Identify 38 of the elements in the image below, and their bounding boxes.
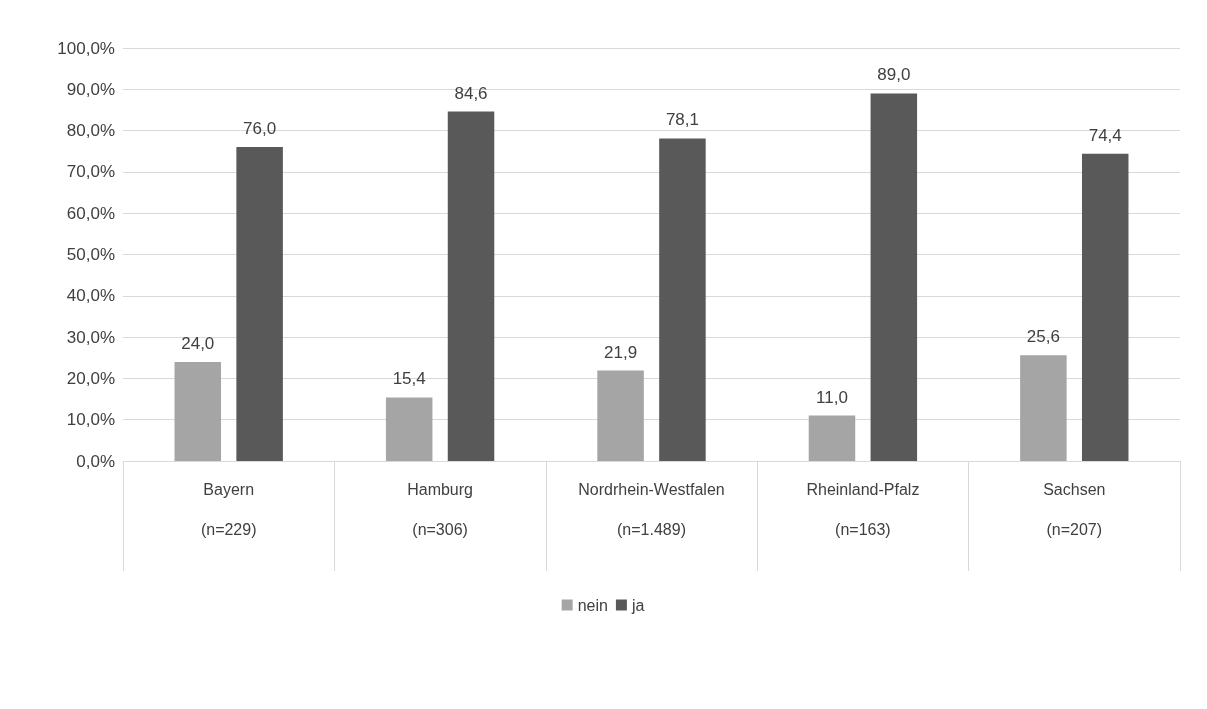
bar: [236, 147, 283, 461]
data-label: 24,0: [181, 333, 215, 353]
category-label: Rheinland-Pfalz (n=163): [806, 480, 920, 538]
data-label: 84,6: [454, 83, 488, 103]
data-label: 76,0: [243, 119, 277, 139]
bar: [870, 93, 918, 461]
data-label: 78,1: [665, 110, 699, 130]
y-tick-label: 0,0%: [76, 451, 115, 471]
data-label: 11,0: [816, 387, 848, 407]
bar: [597, 370, 644, 461]
y-tick-label: 50,0%: [66, 245, 115, 264]
data-label: 74,4: [1088, 125, 1122, 145]
bar: [385, 397, 433, 461]
y-tick-label: 90,0%: [66, 79, 115, 99]
category-label: Sachsen (n=207): [1043, 480, 1106, 538]
data-label: 89,0: [877, 65, 911, 85]
category-label: Bayern (n=229): [200, 480, 257, 538]
y-tick-label: 60,0%: [66, 203, 115, 223]
bar: [1020, 355, 1067, 461]
y-tick-label: 40,0%: [66, 286, 115, 306]
legend-label: ja: [630, 596, 645, 614]
category-label: Hamburg (n=306): [407, 480, 474, 538]
bar: [808, 415, 856, 461]
y-tick-label: 100,0%: [57, 38, 115, 58]
data-label: 15,4: [392, 369, 426, 389]
y-tick-label: 30,0%: [66, 327, 115, 347]
bar: [174, 361, 222, 461]
data-label: 21,9: [604, 342, 638, 362]
bar: [659, 138, 706, 461]
y-tick-label: 70,0%: [66, 162, 115, 182]
data-label: 25,6: [1026, 327, 1060, 347]
bar: [1081, 153, 1129, 461]
y-tick-label: 20,0%: [66, 368, 115, 388]
category-label: Nordrhein-Westfalen (n=1.489): [578, 480, 725, 538]
legend-label: nein: [577, 596, 608, 614]
bar: [447, 111, 495, 461]
y-tick-label: 80,0%: [66, 121, 115, 141]
y-tick-label: 10,0%: [66, 410, 115, 430]
